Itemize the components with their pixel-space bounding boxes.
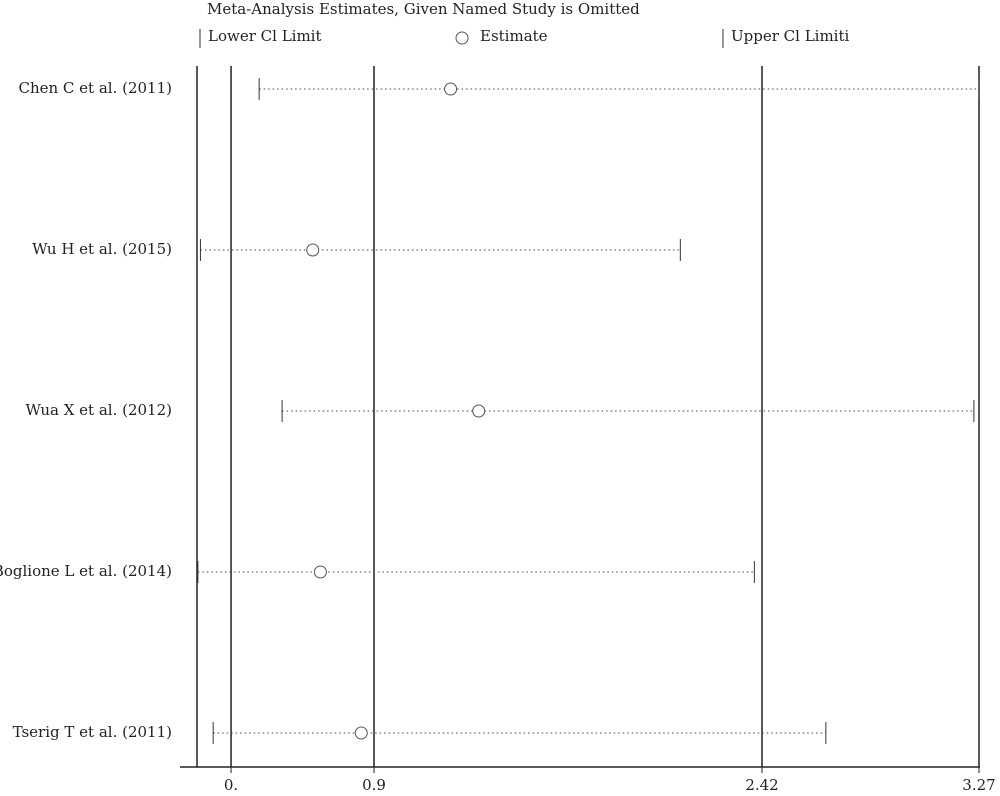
y-tick-label: Wua X et al. (2012) [26, 401, 172, 419]
y-tick-label: Tserig T et al. (2011) [13, 723, 172, 741]
x-tick-label: 3.27 [962, 776, 995, 794]
y-tick-label: Wu H et al. (2015) [32, 240, 172, 258]
estimate [306, 243, 320, 257]
legend-label: Upper Cl Limiti [731, 27, 850, 45]
estimate [354, 726, 368, 740]
y-tick-label: Chen C et al. (2011) [18, 79, 172, 97]
legend-label: Estimate [480, 27, 548, 45]
estimate [472, 404, 486, 418]
chart-title: Meta-Analysis Estimates, Given Named Stu… [207, 0, 640, 18]
y-tick-label: Boglione L et al. (2014) [0, 562, 172, 580]
estimate [313, 565, 327, 579]
x-tick-label: 0. [224, 776, 238, 794]
legend-symbol [455, 31, 469, 45]
legend-label: Lower Cl Limit [208, 27, 322, 45]
estimate [444, 82, 458, 96]
x-tick-label: 0.9 [362, 776, 386, 794]
x-tick-label: 2.42 [745, 776, 778, 794]
